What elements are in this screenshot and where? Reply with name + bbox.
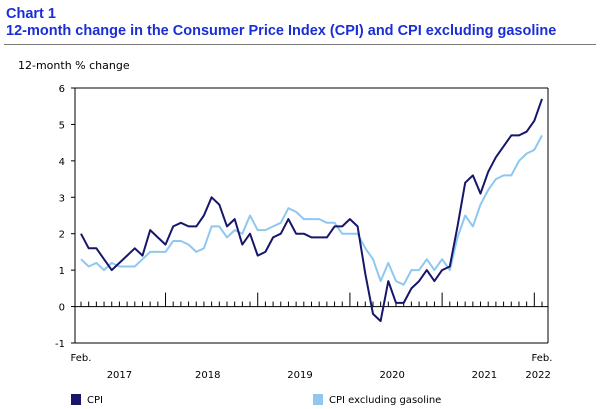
y-tick-label: -1	[55, 339, 65, 350]
cpi-ex-gas-line	[80, 134, 543, 286]
legend-label-cpi-ex-gas: CPI excluding gasoline	[329, 395, 441, 406]
y-axis-label: 12-month % change	[18, 59, 130, 72]
y-tick-label: 5	[59, 120, 65, 131]
x-year-label: 2022	[525, 370, 550, 381]
axes	[74, 87, 549, 344]
chart-number: Chart 1	[6, 6, 56, 22]
chart-title: 12-month change in the Consumer Price In…	[6, 23, 557, 39]
y-tick-labels: -1 0 1 2 3 4 5 6	[55, 84, 75, 350]
title-divider	[4, 44, 596, 45]
x-year-label: 2018	[195, 370, 220, 381]
x-year-label: 2020	[379, 370, 404, 381]
series-lines	[80, 98, 543, 323]
y-tick-label: 3	[59, 193, 65, 204]
y-tick-label: 1	[59, 266, 65, 277]
x-tick-label: Feb.	[71, 353, 92, 364]
cpi-line	[80, 98, 543, 323]
legend-swatch-cpi-ex-gas	[313, 394, 323, 405]
legend-label-cpi: CPI	[87, 395, 103, 406]
legend: CPI CPI excluding gasoline	[71, 394, 441, 406]
x-ticks: Feb. Feb. 2017 2018 2019 2020 2021 2022	[71, 292, 553, 381]
y-tick-label: 0	[59, 303, 65, 314]
x-year-label: 2017	[107, 370, 132, 381]
x-tick-label: Feb.	[532, 353, 553, 364]
y-tick-label: 4	[59, 157, 65, 168]
y-tick-label: 6	[59, 84, 65, 95]
legend-swatch-cpi	[71, 394, 81, 405]
x-year-label: 2019	[287, 370, 312, 381]
x-year-label: 2021	[472, 370, 497, 381]
y-tick-label: 2	[59, 230, 65, 241]
